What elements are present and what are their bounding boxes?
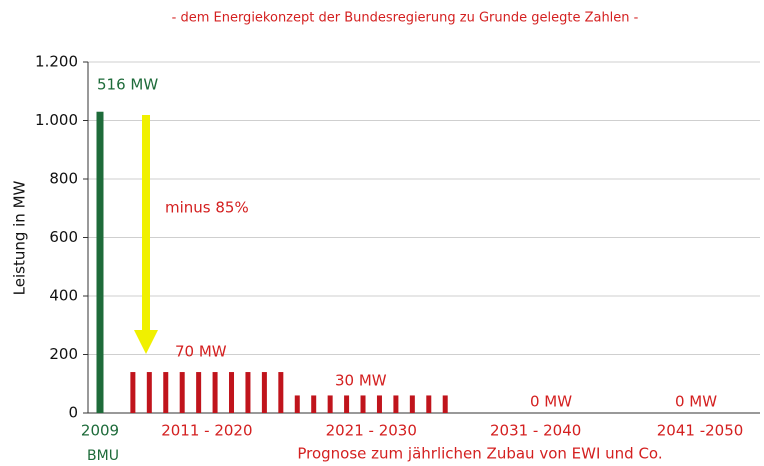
bar — [146, 372, 152, 413]
y-tick-label: 600 — [49, 228, 78, 246]
bar — [278, 372, 284, 413]
bar — [442, 395, 448, 413]
bar — [212, 372, 218, 413]
y-tick-label: 0 — [68, 404, 78, 422]
x-sublabel: BMU — [87, 448, 119, 464]
x-tick-label: 2041 -2050 — [657, 422, 744, 440]
bar — [261, 372, 267, 413]
annotation: minus 85% — [165, 199, 249, 217]
y-tick-label: 1.200 — [35, 53, 78, 71]
bar — [245, 372, 251, 413]
annotation: 0 MW — [675, 393, 717, 411]
arrow — [134, 115, 158, 354]
arrow-part — [134, 330, 158, 354]
y-tick-label: 1.000 — [35, 111, 78, 129]
bar — [96, 111, 104, 413]
bar — [294, 395, 300, 413]
y-axis-label: Leistung in MW — [11, 180, 29, 295]
bar — [311, 395, 317, 413]
annotation: 516 MW — [97, 76, 158, 94]
bar — [426, 395, 432, 413]
x-tick-label: 2011 - 2020 — [161, 422, 252, 440]
x-tick-label: 2021 - 2030 — [326, 422, 417, 440]
bar — [229, 372, 235, 413]
x-tick-label: 2009 — [81, 422, 119, 440]
x-tick-label: 2031 - 2040 — [490, 422, 581, 440]
annotation: 70 MW — [175, 343, 227, 361]
y-tick-label: 400 — [49, 287, 78, 305]
bar — [163, 372, 169, 413]
bar — [376, 395, 382, 413]
bar — [393, 395, 399, 413]
bar — [409, 395, 415, 413]
y-tick-label: 800 — [49, 170, 78, 188]
y-tick-label: 200 — [49, 345, 78, 363]
annotation: 30 MW — [335, 372, 387, 390]
bar — [196, 372, 202, 413]
arrow-part — [142, 115, 150, 330]
chart-subtitle: - dem Energiekonzept der Bundesregierung… — [172, 11, 639, 26]
bar — [327, 395, 333, 413]
bar — [360, 395, 366, 413]
x-axis-label: Prognose zum jährlichen Zubau von EWI un… — [297, 445, 662, 463]
bar — [344, 395, 350, 413]
bar — [130, 372, 136, 413]
annotation: 0 MW — [530, 393, 572, 411]
bar — [179, 372, 185, 413]
